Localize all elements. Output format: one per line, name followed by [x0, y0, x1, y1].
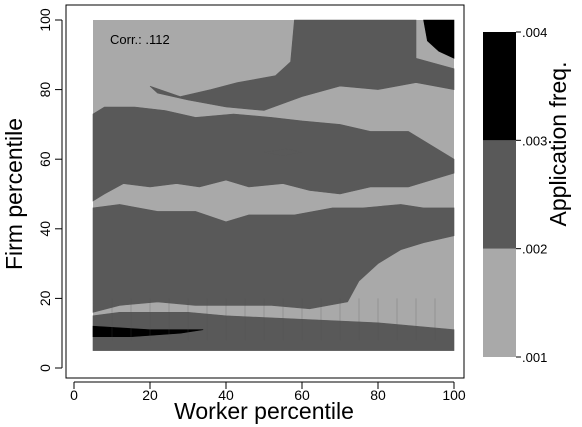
y-tick-label: 100 — [37, 8, 53, 32]
grid-seams — [111, 298, 436, 341]
x-tick-label: 60 — [294, 387, 310, 403]
contour-layer — [92, 19, 455, 351]
colorbar-tick-label: .003 — [522, 133, 547, 148]
contour-region-5 — [263, 148, 303, 157]
colorbar-tick-label: .001 — [522, 350, 547, 365]
x-tick-label: 40 — [218, 387, 234, 403]
colorbar-tick-label: .004 — [522, 25, 547, 40]
colorbar-band — [483, 140, 516, 249]
x-axis-title: Worker percentile — [174, 398, 354, 424]
colorbar-band — [483, 32, 516, 141]
x-tick-label: 20 — [142, 387, 158, 403]
y-axis-title: Firm percentile — [1, 118, 27, 270]
colorbar-band — [483, 248, 516, 357]
colorbar: .001 .002 .003 .004 — [483, 25, 547, 365]
y-tick-label: 0 — [37, 364, 53, 372]
contour-region-2 — [149, 19, 455, 111]
x-tick-label: 0 — [70, 387, 78, 403]
y-tick-label: 40 — [37, 221, 53, 237]
colorbar-title: Application freq. — [545, 62, 571, 227]
contour-region-4 — [92, 204, 455, 313]
colorbar-tick-label: .002 — [522, 242, 547, 257]
contour-region-7 — [423, 19, 455, 59]
x-tick-label: 100 — [442, 387, 466, 403]
x-axis-ticks: 0 20 40 60 80 100 — [70, 382, 466, 403]
y-tick-label: 20 — [37, 290, 53, 306]
correlation-annotation: Corr.: .112 — [110, 32, 170, 47]
y-tick-label: 80 — [37, 82, 53, 98]
x-tick-label: 80 — [370, 387, 386, 403]
y-axis-ticks: 0 20 40 60 80 100 — [37, 8, 62, 372]
y-tick-label: 60 — [37, 151, 53, 167]
